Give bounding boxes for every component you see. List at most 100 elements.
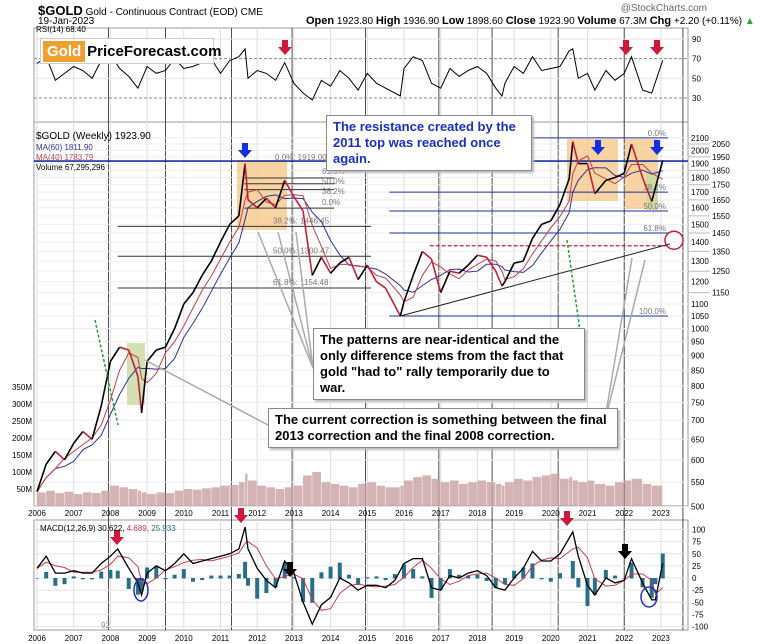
price-tick-label: 1050 bbox=[691, 312, 709, 321]
price-tick-label: 550 bbox=[691, 478, 705, 487]
volume-bar bbox=[486, 482, 496, 506]
fib-label-left: 38.2%: 1446.45 bbox=[273, 216, 330, 225]
volume-bar bbox=[141, 492, 147, 506]
up-triangle-icon: ▲ bbox=[744, 16, 755, 27]
low-value: 1898.60 bbox=[466, 16, 503, 27]
macd-histogram-bar bbox=[392, 573, 397, 579]
volume-bar bbox=[128, 489, 138, 506]
macd-tick-label: 25 bbox=[692, 562, 701, 571]
macd-histogram-bar bbox=[319, 572, 324, 579]
x-tick-label: 2008 bbox=[102, 509, 120, 518]
macd-histogram-bar bbox=[356, 578, 361, 585]
macd-histogram-bar bbox=[255, 578, 260, 599]
macd-tick-label: 75 bbox=[692, 538, 701, 547]
volume-bar bbox=[495, 483, 502, 506]
callout-line bbox=[603, 259, 646, 426]
macd-histogram-bar bbox=[163, 578, 168, 580]
macd-histogram-bar bbox=[466, 575, 471, 579]
price-tick-label: 1450 bbox=[712, 229, 730, 238]
macd-histogram-bar bbox=[126, 578, 131, 590]
open-label: Open bbox=[306, 15, 335, 27]
volume-bar bbox=[101, 490, 110, 506]
macd-circle-2022 bbox=[640, 586, 658, 608]
callout-line bbox=[257, 231, 314, 369]
x-tick-label: 2006 bbox=[28, 509, 46, 518]
volume-bar bbox=[312, 472, 321, 506]
macd-histogram-bar bbox=[236, 573, 241, 579]
volume-bar bbox=[615, 482, 624, 506]
price-segment bbox=[449, 270, 460, 275]
price-segment bbox=[641, 177, 653, 202]
volume-label: Volume bbox=[577, 15, 617, 27]
x-tick-label: 2016 bbox=[395, 509, 413, 518]
x-tick-label: 2019 bbox=[505, 509, 523, 518]
macd-histogram-bar bbox=[557, 573, 562, 579]
macd-histogram-bar bbox=[512, 570, 517, 579]
x-tick-label: 2018 bbox=[469, 634, 487, 643]
price-segment bbox=[614, 172, 625, 179]
macd-histogram-bar bbox=[539, 578, 544, 580]
macd-histogram-bar bbox=[328, 566, 333, 579]
macd-legend-label: MACD(12,26,9) 30.622, bbox=[40, 524, 125, 533]
volume-bars bbox=[37, 472, 663, 506]
price-segment bbox=[54, 450, 66, 461]
chg-label: Chg bbox=[649, 15, 672, 27]
price-tick-label: 2050 bbox=[712, 140, 730, 149]
price-segment bbox=[238, 163, 246, 217]
price-segment bbox=[320, 256, 332, 274]
price-segment bbox=[284, 179, 295, 198]
volume-bar bbox=[651, 485, 663, 506]
price-segment bbox=[146, 349, 157, 362]
volume-bar bbox=[248, 480, 257, 506]
volume-bar bbox=[501, 485, 505, 506]
volume-bar bbox=[572, 480, 578, 506]
ohlc-summary: Open 1923.80 High 1936.90 Low 1898.60 Cl… bbox=[306, 15, 755, 27]
price-legend: $GOLD (Weekly) 1923.90 MA(60) 1811.90 MA… bbox=[36, 131, 151, 173]
x-tick-label: 2020 bbox=[542, 634, 560, 643]
rsi-tick-label: 30 bbox=[692, 94, 701, 103]
price-segment bbox=[630, 143, 644, 178]
logo-gold: Gold bbox=[43, 40, 86, 62]
rsi-line bbox=[36, 47, 664, 101]
fib-label-right: 0.0% bbox=[648, 129, 666, 138]
price-segment bbox=[293, 196, 304, 212]
macd-histogram-bar bbox=[44, 571, 49, 579]
price-tick-label: 650 bbox=[691, 435, 705, 444]
x-tick-label: 2011 bbox=[212, 509, 230, 518]
price-segment bbox=[376, 281, 387, 289]
price-segment bbox=[412, 251, 424, 276]
price-tick-label: 1650 bbox=[712, 196, 730, 205]
price-segment bbox=[650, 160, 664, 202]
price-tick-label: 1750 bbox=[712, 181, 730, 190]
volume-bar bbox=[422, 475, 432, 506]
x-tick-label: 2014 bbox=[322, 634, 340, 643]
volume-bar bbox=[385, 487, 400, 506]
price-segment bbox=[522, 238, 534, 262]
chart-date: 19-Jan-2023 bbox=[38, 16, 95, 27]
price-segment bbox=[504, 262, 515, 283]
macd-histogram-bar bbox=[592, 578, 597, 595]
macd-histogram-bar bbox=[35, 578, 39, 579]
price-segment bbox=[477, 254, 487, 258]
macd-tick-label: -100 bbox=[692, 623, 709, 632]
logo-site: PriceForecast.com bbox=[87, 42, 222, 60]
rsi-tick-label: 90 bbox=[692, 35, 701, 44]
macd-histogram-bar bbox=[603, 569, 608, 579]
volume-bar bbox=[82, 492, 92, 506]
macd-histogram-bar bbox=[243, 561, 248, 579]
axes: 2006 2006 2007 2007 2008 2008 2009 2009 2010 2010… bbox=[12, 35, 730, 643]
price-segment bbox=[513, 260, 524, 264]
price-segment bbox=[357, 264, 368, 280]
red-arrow-icon bbox=[560, 511, 574, 526]
price-segment bbox=[36, 463, 47, 492]
volume-bar bbox=[37, 492, 46, 506]
price-segment bbox=[495, 270, 503, 287]
callout-line bbox=[603, 257, 633, 426]
macd-histogram-bar bbox=[484, 578, 489, 581]
price-segment bbox=[439, 270, 451, 293]
fib-label-left: 0.0%: 1919.00 0.0% bbox=[275, 153, 347, 162]
price-segment bbox=[594, 179, 607, 195]
price-segment bbox=[219, 223, 231, 243]
x-tick-label: 2020 bbox=[542, 509, 560, 518]
volume-bar bbox=[631, 478, 643, 506]
